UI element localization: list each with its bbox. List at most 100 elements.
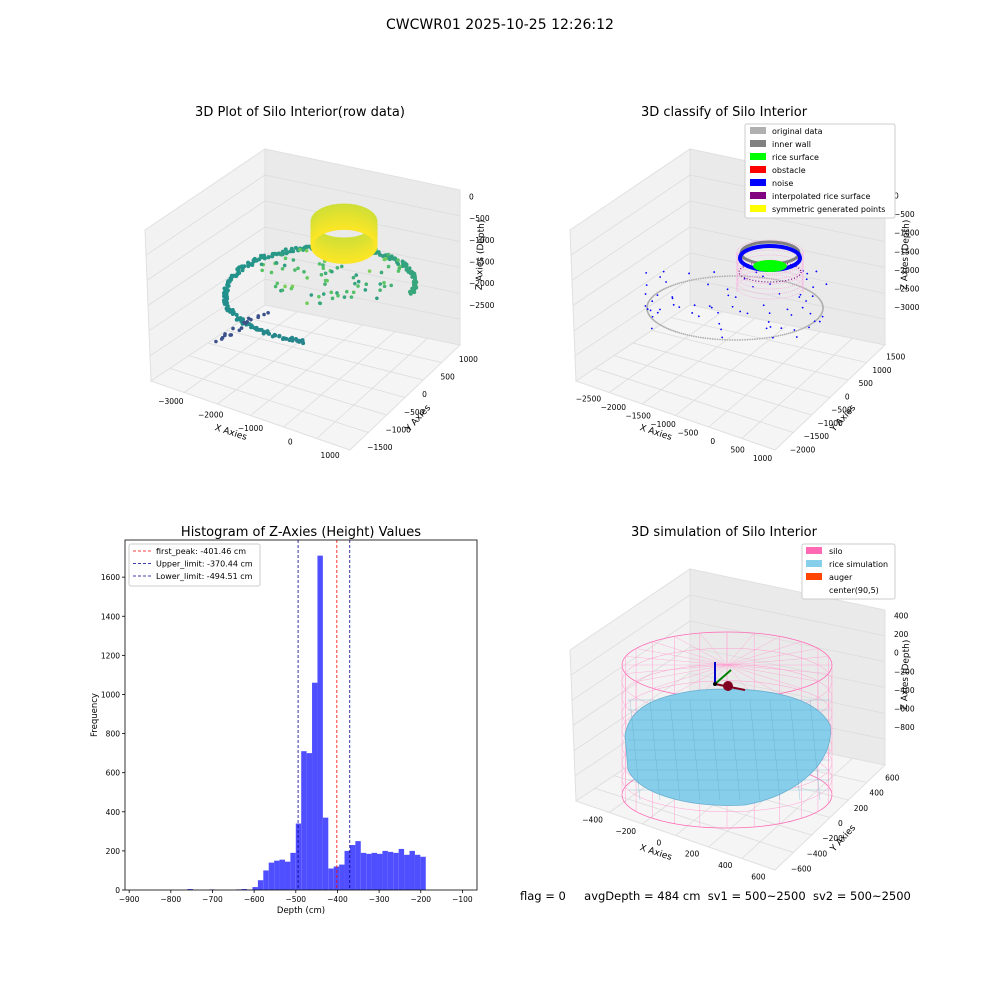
raw-point — [228, 333, 232, 337]
cls-noise-point — [766, 327, 768, 329]
cls-original-point — [705, 277, 707, 279]
raw-point — [305, 249, 309, 253]
chart-classify: 3D classify of Silo Interior−2500−2000−1… — [570, 105, 920, 463]
raw-point — [317, 295, 321, 299]
histogram-bar — [312, 683, 317, 890]
cls-noise-point — [711, 307, 713, 309]
histogram-y-tick: 1400 — [101, 612, 120, 621]
raw-point — [274, 285, 278, 289]
raw-point — [283, 285, 287, 289]
cls-original-point — [722, 275, 724, 277]
raw-point — [387, 265, 391, 269]
cls-noise-point — [768, 321, 770, 323]
cls-original-point — [780, 335, 782, 337]
simulation-legend-label: rice simulation — [829, 560, 888, 569]
histogram-bar — [317, 556, 322, 890]
raw-point — [302, 270, 306, 274]
classify-legend-swatch — [750, 166, 766, 173]
raw-point — [265, 329, 269, 333]
cls-original-point — [737, 339, 739, 341]
raw-x-tick: 0 — [288, 438, 293, 447]
cls-original-point — [739, 339, 741, 341]
simulation-legend-swatch — [806, 573, 822, 580]
raw-point — [378, 282, 382, 286]
raw-point — [345, 290, 349, 294]
cls-noise-point — [812, 295, 814, 297]
sim-y-tick: 400 — [869, 789, 884, 798]
raw-point — [305, 276, 309, 280]
cls-original-point — [801, 328, 803, 330]
cls-original-point — [714, 276, 716, 278]
cls-noise-point — [815, 271, 817, 273]
cls-original-point — [742, 339, 744, 341]
sim-y-tick: 200 — [854, 804, 869, 813]
cls-original-point — [680, 332, 682, 334]
simulation-legend-label: silo — [829, 547, 843, 556]
histogram-bar — [258, 880, 263, 890]
histogram-x-tick: −600 — [244, 895, 265, 904]
classify-legend-label: symmetric generated points — [772, 205, 885, 214]
status-line: flag = 0 avgDepth = 484 cm sv1 = 500~250… — [520, 889, 911, 903]
histogram-bar — [372, 853, 377, 890]
cls-noise-point — [769, 312, 771, 314]
cls-y-tick: 500 — [859, 379, 874, 388]
cls-x-tick: −500 — [678, 428, 699, 437]
histogram-x-tick: −700 — [202, 895, 223, 904]
cls-original-point — [794, 331, 796, 333]
histogram-bar — [339, 865, 344, 890]
sim-y-tick: −600 — [791, 864, 812, 873]
raw-point — [322, 292, 326, 296]
cls-noise-point — [707, 284, 709, 286]
chart-classify-title: 3D classify of Silo Interior — [641, 105, 808, 120]
cls-original-point — [693, 335, 695, 337]
cls-original-point — [669, 329, 671, 331]
figure-title: CWCWR01 2025-10-25 12:26:12 — [0, 17, 1000, 33]
cls-noise-point — [651, 328, 653, 330]
cls-noise-point — [735, 296, 737, 298]
cls-original-point — [668, 328, 670, 330]
histogram-y-tick: 400 — [106, 808, 121, 817]
cls-original-point — [792, 331, 794, 333]
classify-legend-label: obstacle — [772, 166, 806, 175]
raw-point — [329, 291, 333, 295]
raw-point — [383, 258, 387, 262]
raw-z-tick: 0 — [469, 193, 474, 202]
histogram-xlabel: Depth (cm) — [277, 906, 325, 916]
raw-point — [364, 288, 368, 292]
raw-point — [262, 313, 266, 317]
sim-y-tick: −400 — [807, 849, 828, 858]
cls-original-point — [777, 279, 779, 281]
chart-raw-title: 3D Plot of Silo Interior(row data) — [195, 105, 405, 120]
raw-point — [383, 285, 387, 289]
cls-original-point — [724, 339, 726, 341]
histogram-bar — [382, 851, 387, 890]
cls-z-tick: −3000 — [894, 303, 920, 312]
histogram-bar — [274, 861, 279, 890]
cls-noise-point — [747, 312, 749, 314]
cls-noise-point — [808, 326, 810, 328]
cls-noise-point — [665, 281, 667, 283]
cls-original-point — [700, 278, 702, 280]
raw-point — [293, 268, 297, 272]
cls-noise-point — [793, 329, 795, 331]
cls-original-point — [802, 327, 804, 329]
simulation-legend-swatch — [806, 547, 822, 554]
raw-point — [242, 264, 246, 268]
cls-original-point — [727, 275, 729, 277]
raw-point — [343, 295, 347, 299]
cls-original-point — [752, 338, 754, 340]
histogram-bar — [410, 851, 415, 890]
histogram-y-tick: 800 — [106, 730, 121, 739]
cls-original-point — [676, 283, 678, 285]
cls-noise-point — [645, 293, 647, 295]
cls-y-tick: 1500 — [886, 353, 905, 362]
raw-point — [260, 262, 264, 266]
cls-noise-point — [657, 294, 659, 296]
raw-y-tick: 1000 — [459, 355, 478, 364]
cls-original-point — [712, 338, 714, 340]
cls-y-tick: 0 — [845, 392, 850, 401]
sim-y-tick: 600 — [885, 774, 900, 783]
cls-original-point — [709, 338, 711, 340]
raw-point — [231, 327, 235, 331]
